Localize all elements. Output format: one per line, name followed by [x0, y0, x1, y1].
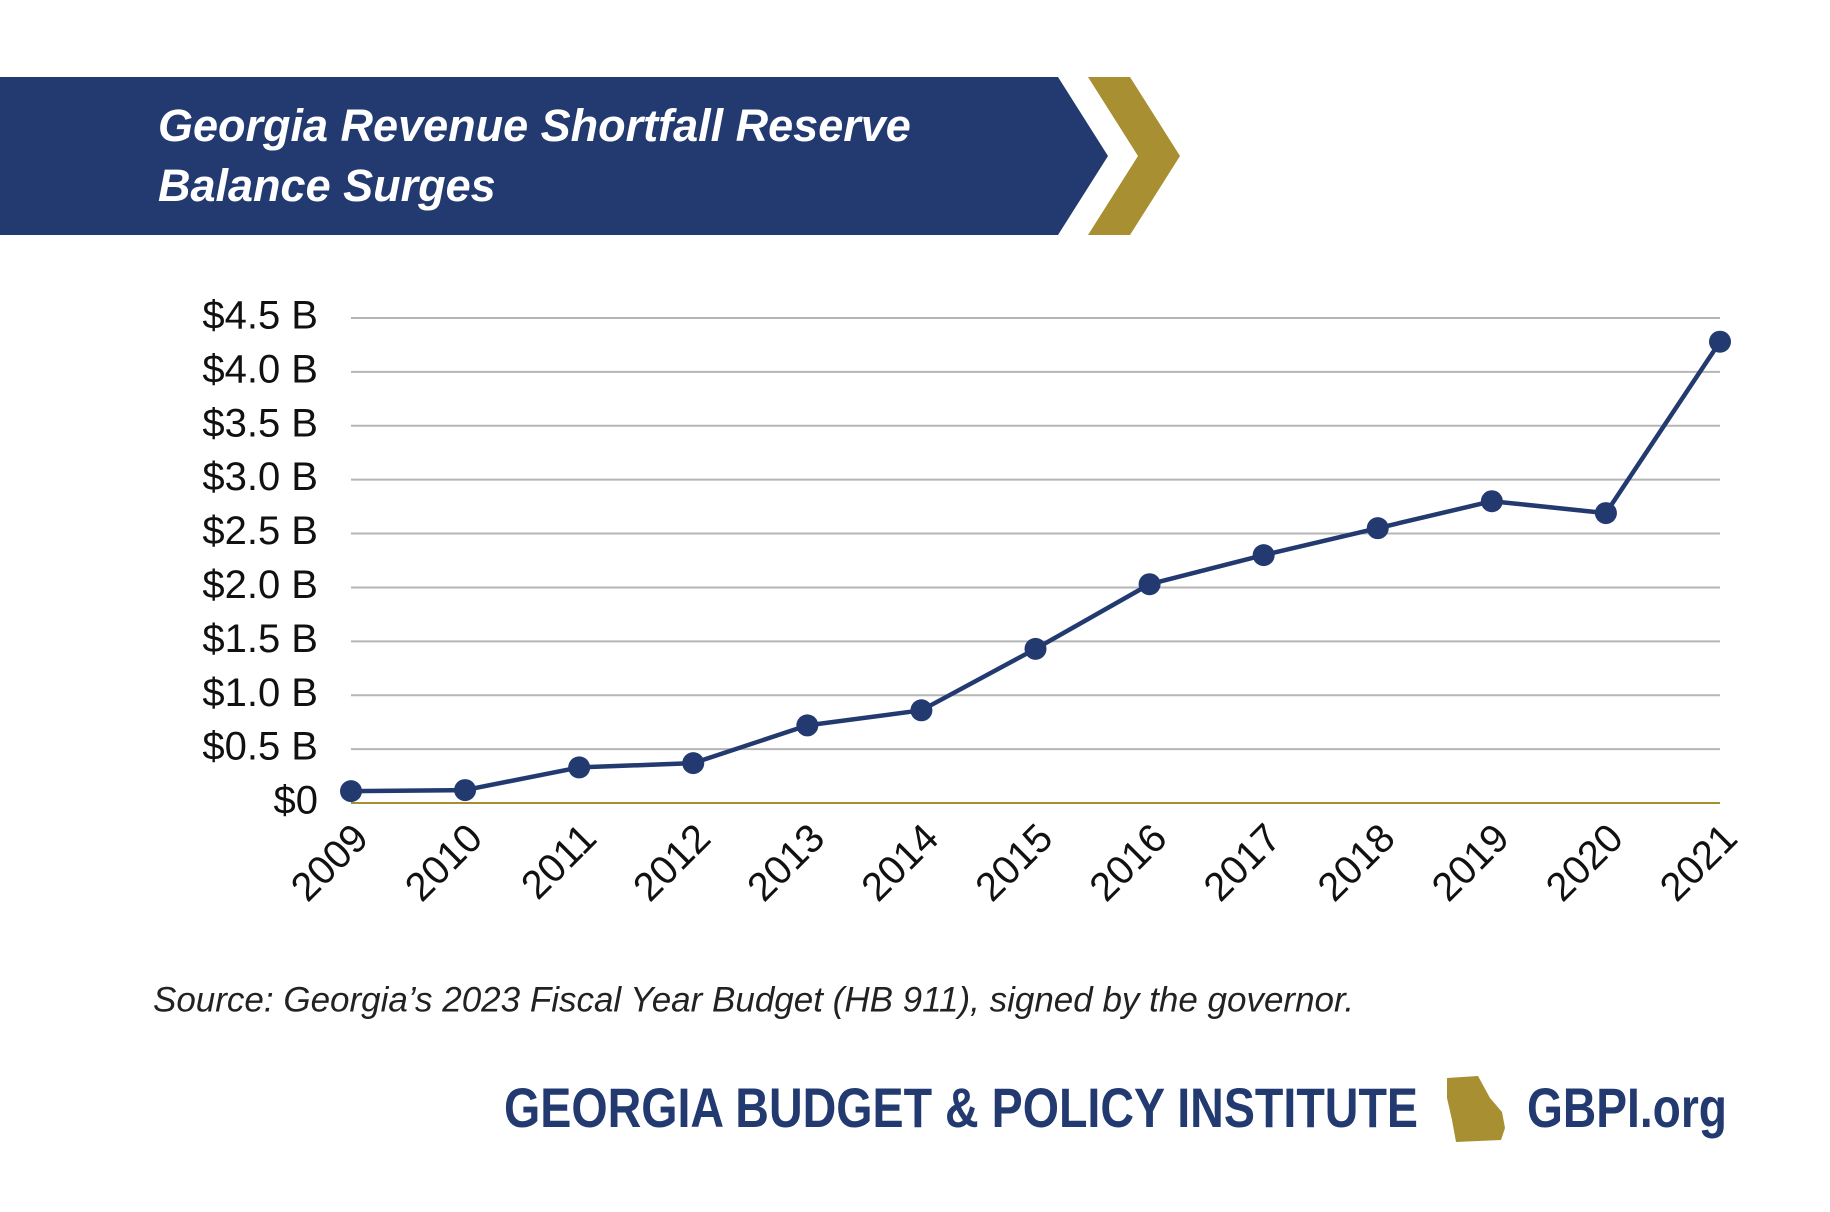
point	[568, 756, 591, 779]
x-tick-label: 2016	[1081, 816, 1175, 910]
x-tick-label: 2017	[1195, 816, 1289, 910]
y-tick-label: $3.5 B	[202, 401, 318, 445]
x-tick-label: 2010	[397, 816, 491, 910]
point	[1709, 330, 1731, 353]
y-tick-label: $4.0 B	[202, 347, 318, 391]
y-tick-label: $4.5 B	[202, 294, 318, 338]
x-tick-label: 2014	[853, 816, 947, 910]
x-tick-label: 2012	[625, 816, 719, 910]
point	[1252, 544, 1275, 567]
y-tick-label: $1.0 B	[202, 671, 318, 715]
georgia-icon	[1447, 1076, 1505, 1142]
point	[796, 714, 819, 737]
point	[682, 752, 705, 775]
point	[1024, 637, 1047, 660]
website: GBPI.org	[1527, 1076, 1727, 1139]
point	[910, 699, 933, 722]
x-tick-label: 2011	[513, 816, 605, 908]
point	[1138, 573, 1161, 596]
point	[454, 779, 477, 802]
y-tick-label: $1.5 B	[202, 617, 318, 661]
x-tick-label: 2020	[1538, 816, 1632, 910]
chart-title: Georgia Revenue Shortfall Reserve Balanc…	[158, 100, 911, 211]
x-tick-label: 2015	[967, 816, 1061, 910]
point	[1366, 517, 1389, 540]
line	[350, 340, 1722, 794]
y-tick-label: $3.0 B	[202, 455, 318, 499]
x-tick-label: 2019	[1424, 816, 1518, 910]
source-note: Source: Georgia’s 2023 Fiscal Year Budge…	[153, 980, 1354, 1019]
point	[1594, 502, 1617, 525]
y-tick-label: $0	[274, 779, 319, 823]
title-banner	[0, 77, 1108, 235]
x-tick-label: 2021	[1652, 816, 1746, 910]
x-tick-label: 2009	[283, 816, 377, 910]
organization-name: GEORGIA BUDGET & POLICY INSTITUTE	[504, 1076, 1418, 1139]
x-tick-label: 2018	[1310, 816, 1404, 910]
chevron	[1088, 77, 1180, 235]
point	[340, 780, 362, 803]
y-tick-label: $2.0 B	[202, 563, 318, 607]
y-tick-label: $2.5 B	[202, 509, 318, 553]
x-tick-label: 2013	[739, 816, 833, 910]
y-tick-label: $0.5 B	[202, 725, 318, 769]
point	[1480, 490, 1503, 513]
